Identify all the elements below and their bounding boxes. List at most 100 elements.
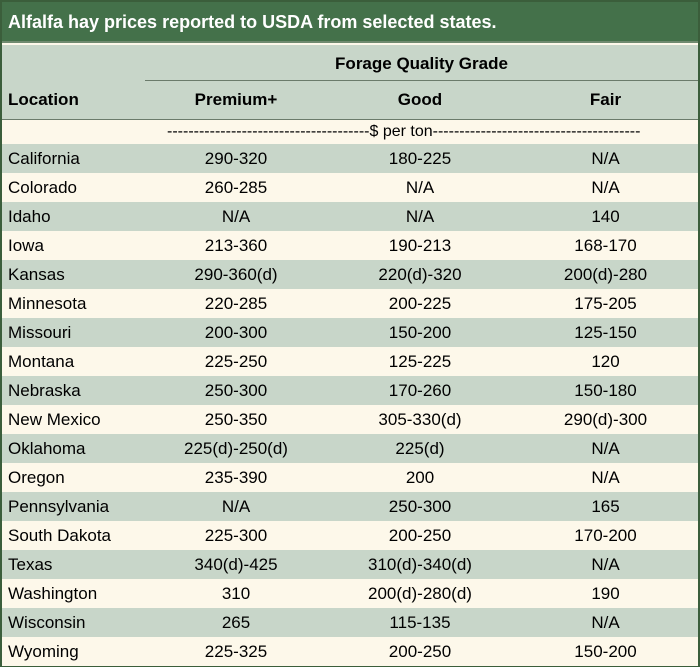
location-header: Location <box>8 90 79 109</box>
good-cell: 115-135 <box>389 613 451 632</box>
table-row: Missouri 200-300 150-200 125-150 <box>2 318 698 347</box>
fair-cell: 125-150 <box>574 323 637 342</box>
location-cell: South Dakota <box>8 526 112 545</box>
unit-row: --------------------------------------$ … <box>2 120 698 144</box>
premium-cell: 200-300 <box>204 323 268 342</box>
location-cell: California <box>8 149 80 168</box>
premium-cell: 213-360 <box>204 236 268 255</box>
good-cell: 225(d) <box>395 439 445 458</box>
premium-cell: 290-360(d) <box>194 265 278 284</box>
location-cell: Texas <box>8 555 53 574</box>
location-cell: Nebraska <box>8 381 81 400</box>
premium-cell: 225-300 <box>204 526 268 545</box>
table-row: South Dakota 225-300 200-250 170-200 <box>2 521 698 550</box>
table-row: Minnesota 220-285 200-225 175-205 <box>2 289 698 318</box>
table-row: Washington 310 200(d)-280(d) 190 <box>2 579 698 608</box>
location-cell: Oregon <box>8 468 65 487</box>
forage-grade-group-label: Forage Quality Grade <box>335 54 508 73</box>
fair-cell: 150-180 <box>574 381 637 400</box>
fair-cell: N/A <box>591 468 620 487</box>
location-cell: Wyoming <box>8 642 79 661</box>
table-row: Oregon 235-390 200 N/A <box>2 463 698 492</box>
table-body: California 290-320 180-225 N/A Colorado 260-2… <box>2 144 698 666</box>
location-cell: Wisconsin <box>8 613 86 632</box>
fair-cell: 170-200 <box>574 526 637 545</box>
good-cell: 305-330(d) <box>378 410 462 429</box>
fair-cell: N/A <box>591 613 620 632</box>
good-header: Good <box>397 90 443 109</box>
premium-cell: 310 <box>221 584 251 603</box>
table-row: Iowa 213-360 190-213 168-170 <box>2 231 698 260</box>
location-cell: Colorado <box>8 178 77 197</box>
table-row: Texas 340(d)-425 310(d)-340(d) N/A <box>2 550 698 579</box>
fair-cell: 190 <box>591 584 620 603</box>
premium-cell: 340(d)-425 <box>194 555 278 574</box>
good-cell: N/A <box>405 207 435 226</box>
premium-cell: 235-390 <box>204 468 268 487</box>
table-row: Wisconsin 265 115-135 N/A <box>2 608 698 637</box>
table-row: Idaho N/A N/A 140 <box>2 202 698 231</box>
fair-cell: N/A <box>591 149 620 168</box>
premium-cell: 225-325 <box>204 642 268 661</box>
table-row: Nebraska 250-300 170-260 150-180 <box>2 376 698 405</box>
group-divider <box>145 80 698 81</box>
table-row: Colorado 260-285 N/A N/A <box>2 173 698 202</box>
fair-header: Fair <box>589 90 622 109</box>
good-cell: 200-250 <box>388 642 452 661</box>
location-cell: Idaho <box>8 207 51 226</box>
table-row: California 290-320 180-225 N/A <box>2 144 698 173</box>
good-cell: 200-225 <box>388 294 452 313</box>
location-cell: Pennsylvania <box>8 497 110 516</box>
unit-label: --------------------------------------$ … <box>167 123 641 140</box>
fair-cell: N/A <box>591 439 620 458</box>
table-row: Pennsylvania N/A 250-300 165 <box>2 492 698 521</box>
fair-cell: 140 <box>591 207 620 226</box>
header-divider <box>2 119 698 120</box>
premium-cell: 260-285 <box>204 178 268 197</box>
good-cell: 125-225 <box>388 352 452 371</box>
good-cell: 150-200 <box>388 323 452 342</box>
good-cell: 200-250 <box>388 526 452 545</box>
location-cell: Minnesota <box>8 294 87 313</box>
premium-cell: 225-250 <box>204 352 268 371</box>
premium-cell: 265 <box>221 613 251 632</box>
table-row: Kansas 290-360(d) 220(d)-320 200(d)-280 <box>2 260 698 289</box>
good-cell: 180-225 <box>388 149 452 168</box>
premium-cell: N/A <box>221 207 251 226</box>
good-cell: N/A <box>405 178 435 197</box>
location-cell: Missouri <box>8 323 72 342</box>
premium-cell: 250-350 <box>204 410 268 429</box>
good-cell: 220(d)-320 <box>378 265 462 284</box>
fair-cell: 168-170 <box>574 236 637 255</box>
fair-cell: 150-200 <box>574 642 637 661</box>
premium-cell: 250-300 <box>204 381 268 400</box>
location-cell: Oklahoma <box>8 439 86 458</box>
premium-header: Premium+ <box>194 90 278 109</box>
table-title: Alfalfa hay prices reported to USDA from… <box>2 2 698 43</box>
location-cell: Kansas <box>8 265 65 284</box>
good-cell: 190-213 <box>388 236 452 255</box>
table-row: Montana 225-250 125-225 120 <box>2 347 698 376</box>
good-cell: 250-300 <box>388 497 452 516</box>
table-row: Oklahoma 225(d)-250(d) 225(d) N/A <box>2 434 698 463</box>
table-row: New Mexico 250-350 305-330(d) 290(d)-300 <box>2 405 698 434</box>
fair-cell: 175-205 <box>574 294 637 313</box>
fair-cell: 200(d)-280 <box>563 265 648 284</box>
fair-cell: N/A <box>591 178 620 197</box>
location-cell: New Mexico <box>8 410 101 429</box>
location-cell: Montana <box>8 352 75 371</box>
premium-cell: 225(d)-250(d) <box>184 439 288 458</box>
fair-cell: 120 <box>591 352 620 371</box>
premium-cell: N/A <box>221 497 251 516</box>
good-cell: 170-260 <box>388 381 452 400</box>
fair-cell: N/A <box>591 555 620 574</box>
fair-cell: 165 <box>591 497 620 516</box>
premium-cell: 290-320 <box>204 149 268 168</box>
good-cell: 200 <box>405 468 435 487</box>
good-cell: 200(d)-280(d) <box>368 584 472 603</box>
premium-cell: 220-285 <box>204 294 268 313</box>
location-cell: Iowa <box>8 236 44 255</box>
location-cell: Washington <box>8 584 98 603</box>
table-row: Wyoming 225-325 200-250 150-200 <box>2 637 698 666</box>
